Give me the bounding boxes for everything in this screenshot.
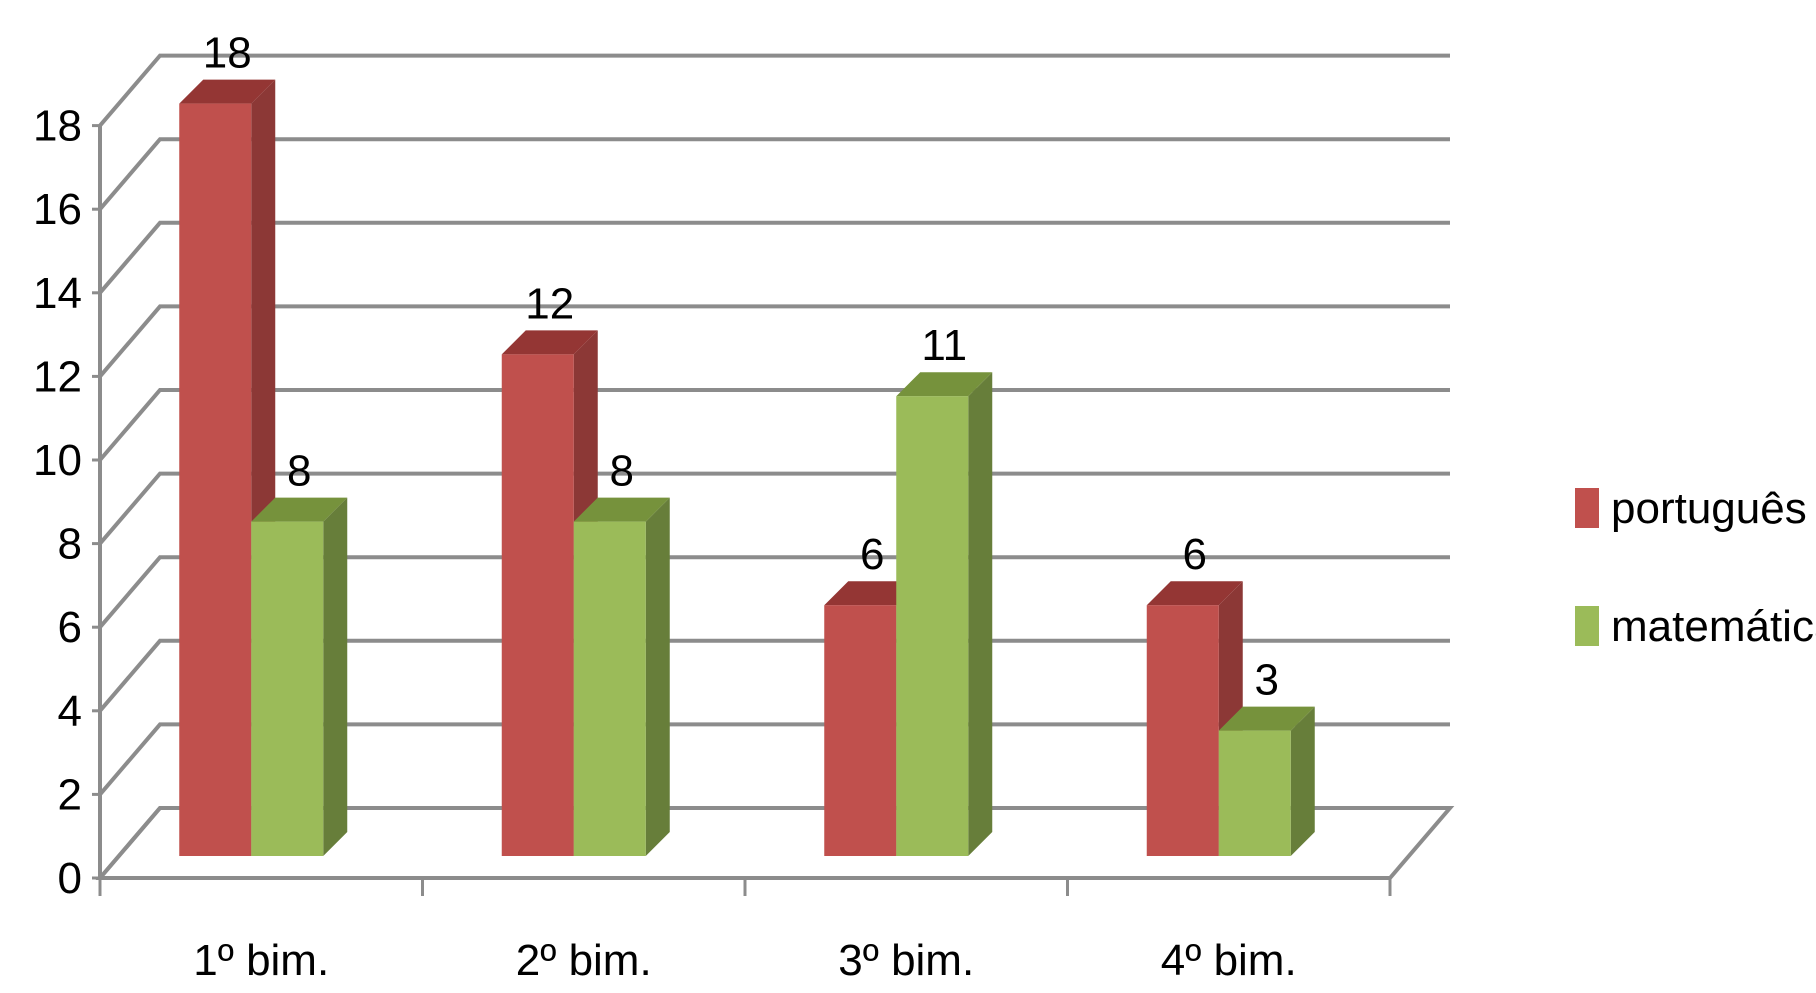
bar-top-face bbox=[1218, 706, 1315, 731]
bar[interactable] bbox=[896, 372, 993, 856]
bar-side-face bbox=[645, 497, 670, 856]
x-category-label: 1º bim. bbox=[193, 936, 329, 985]
gridline bbox=[98, 638, 1450, 713]
y-tick-label: 4 bbox=[58, 687, 82, 736]
bars bbox=[179, 79, 1315, 857]
y-tick-label: 12 bbox=[33, 352, 82, 401]
legend-swatch bbox=[1575, 488, 1599, 528]
y-tick-label: 14 bbox=[33, 269, 82, 318]
x-category-label: 4º bim. bbox=[1161, 936, 1297, 985]
legend-label: matemática bbox=[1611, 602, 1816, 651]
bar[interactable] bbox=[1218, 706, 1315, 856]
data-label: 8 bbox=[287, 447, 311, 496]
gridline bbox=[98, 806, 1450, 880]
bar[interactable] bbox=[251, 497, 348, 856]
data-label: 6 bbox=[1183, 530, 1207, 579]
y-tick-label: 2 bbox=[58, 770, 82, 819]
axes: 0 2 4 6 8 10 12 14 16 18 1º bim. 2º bim. 3º bim. 4º b… bbox=[33, 102, 1392, 985]
y-tick-label: 16 bbox=[33, 185, 82, 234]
bar-top-face bbox=[896, 372, 993, 397]
bar-side-face bbox=[323, 497, 348, 856]
gridline bbox=[98, 220, 1450, 295]
data-label: 3 bbox=[1255, 656, 1279, 705]
gridline bbox=[98, 137, 1450, 211]
legend-label: português bbox=[1611, 484, 1807, 533]
bar-front-face bbox=[251, 521, 324, 856]
y-tick-label: 0 bbox=[58, 854, 82, 903]
data-labels: 18 8 12 8 6 11 6 3 bbox=[203, 29, 1279, 705]
gridline bbox=[98, 388, 1450, 462]
data-label: 12 bbox=[525, 279, 574, 328]
bar-top-face bbox=[501, 330, 598, 355]
bar-top-face bbox=[1146, 581, 1243, 606]
gridline bbox=[98, 53, 1450, 127]
y-tick-label: 8 bbox=[58, 520, 82, 569]
gridline bbox=[98, 304, 1450, 378]
data-label: 8 bbox=[610, 447, 634, 496]
bar-front-face bbox=[896, 396, 969, 856]
gridlines bbox=[98, 53, 1450, 880]
bar-top-face bbox=[179, 79, 276, 104]
gridline bbox=[98, 555, 1450, 629]
bar-top-face bbox=[251, 497, 348, 522]
y-tick-label: 6 bbox=[58, 603, 82, 652]
bar-side-face bbox=[968, 372, 993, 856]
x-category-label: 2º bim. bbox=[516, 936, 652, 985]
bar-front-face bbox=[501, 354, 574, 856]
gridline bbox=[98, 722, 1450, 796]
y-tick-label: 10 bbox=[33, 436, 82, 485]
bar[interactable] bbox=[573, 497, 670, 856]
data-label: 11 bbox=[921, 321, 967, 370]
y-tick-label: 18 bbox=[33, 102, 82, 151]
bar-front-face bbox=[1146, 605, 1219, 856]
bar-front-face bbox=[179, 103, 252, 857]
legend[interactable]: português matemática bbox=[1575, 484, 1816, 651]
bar-front-face bbox=[824, 605, 897, 856]
bar-side-face bbox=[1290, 706, 1315, 856]
bar-top-face bbox=[573, 497, 670, 522]
gridline bbox=[98, 471, 1450, 545]
legend-item[interactable]: português bbox=[1575, 484, 1807, 533]
x-category-label: 3º bim. bbox=[838, 936, 974, 985]
data-label: 18 bbox=[203, 29, 252, 78]
bar-front-face bbox=[1218, 730, 1291, 856]
legend-item[interactable]: matemática bbox=[1575, 602, 1816, 651]
data-label: 6 bbox=[860, 530, 884, 579]
bar-front-face bbox=[573, 521, 646, 856]
legend-swatch bbox=[1575, 606, 1599, 646]
